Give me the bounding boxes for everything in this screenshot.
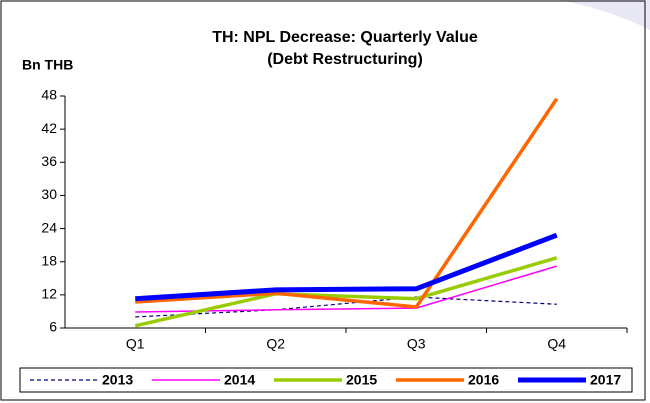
x-tick-label: Q4: [547, 336, 566, 352]
y-tick-label: 42: [41, 120, 57, 136]
legend-label: 2014: [224, 372, 255, 388]
x-tick-label: Q2: [266, 336, 285, 352]
series-line: [134, 256, 558, 328]
y-tick-label: 30: [41, 186, 57, 202]
y-tick-label: 12: [41, 286, 57, 302]
x-tick-label: Q1: [126, 336, 145, 352]
series-line: [135, 296, 557, 318]
legend-label: 2017: [590, 372, 621, 388]
y-tick-label: 48: [41, 87, 57, 103]
x-tick-label: Q3: [407, 336, 426, 352]
legend-label: 2013: [102, 372, 133, 388]
y-tick-label: 24: [41, 219, 57, 235]
y-tick-label: 36: [41, 153, 57, 169]
chart-subtitle: (Debt Restructuring): [267, 51, 423, 68]
legend-label: 2015: [346, 372, 377, 388]
legend-box: [19, 367, 633, 393]
y-tick-label: 6: [49, 319, 57, 335]
series-line: [135, 97, 559, 309]
corner-decoration: [560, 0, 650, 30]
chart-title: TH: NPL Decrease: Quarterly Value: [212, 29, 478, 46]
series-line: [135, 232, 558, 302]
legend-label: 2016: [468, 372, 499, 388]
y-tick-label: 18: [41, 252, 57, 268]
y-axis-label: Bn THB: [22, 57, 73, 73]
